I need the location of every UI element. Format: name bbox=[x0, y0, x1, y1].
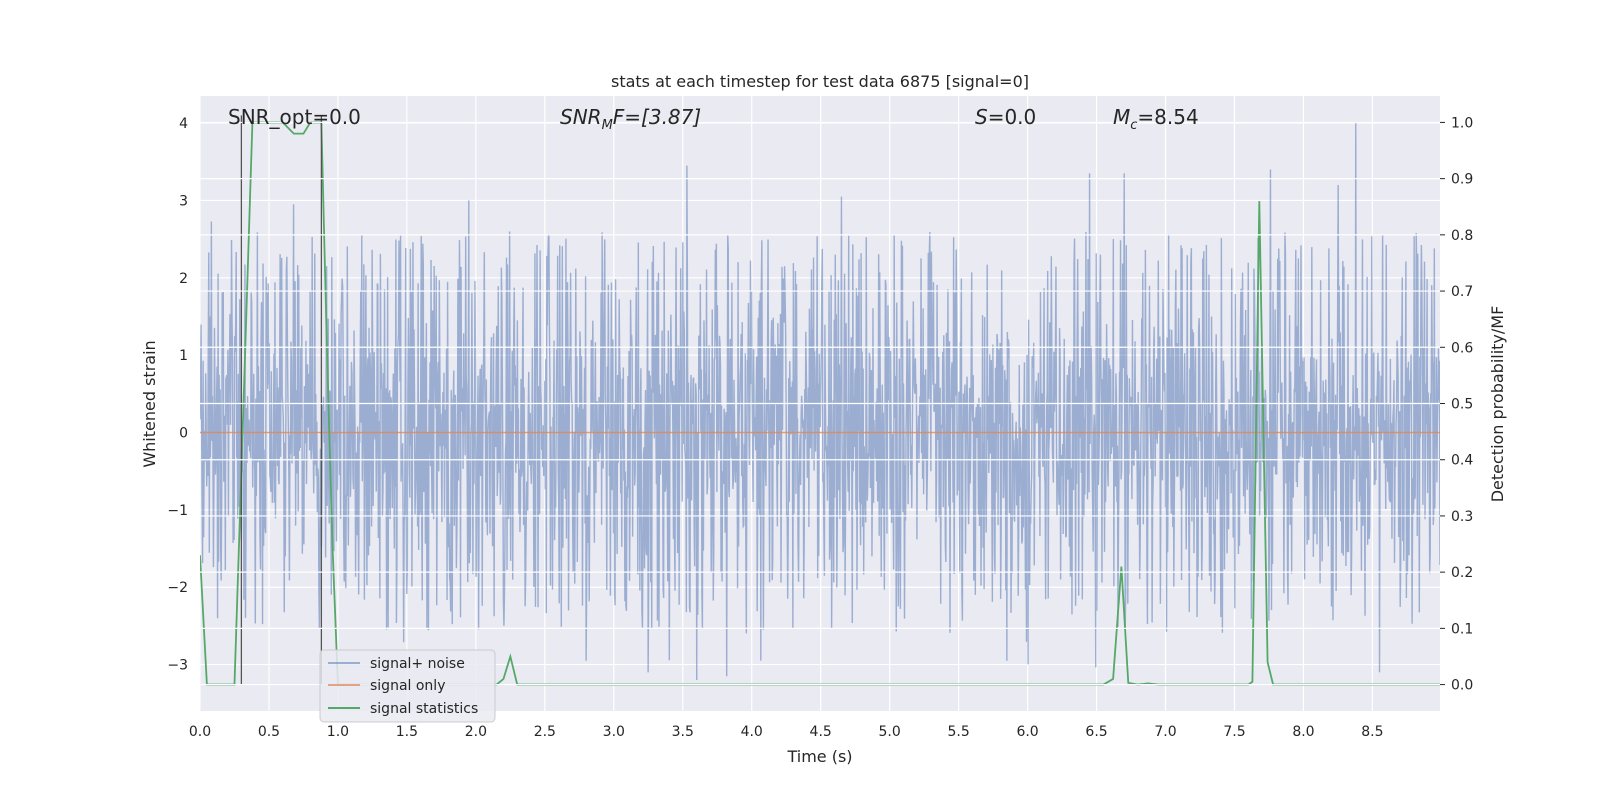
right-tick-labels: 1.0 0.9 0.8 0.7 0.6 0.5 0.4 0.3 0.2 0.1 0.0 bbox=[1440, 115, 1473, 694]
legend-box bbox=[319, 649, 496, 723]
x-tick-label: 0.0 bbox=[189, 724, 211, 740]
x-tick-label: 3.0 bbox=[603, 724, 625, 740]
y-right-tick-label: 0.1 bbox=[1451, 621, 1473, 637]
x-tick-label: 5.5 bbox=[947, 724, 969, 740]
y-right-tick-label: 1.0 bbox=[1451, 115, 1473, 131]
chart-title: stats at each timestep for test data 687… bbox=[611, 72, 1029, 91]
series-signal-noise-line bbox=[200, 123, 1440, 681]
mc-sub: c bbox=[1130, 118, 1137, 133]
x-tick-label: 1.5 bbox=[396, 724, 418, 740]
x-tick-label: 0.5 bbox=[258, 724, 280, 740]
y-right-tick-label: 0.6 bbox=[1451, 340, 1473, 356]
y-left-tick-label: 2 bbox=[179, 271, 188, 287]
snr-mf-main: SNR bbox=[560, 105, 602, 129]
y-right-tick-label: 0.8 bbox=[1451, 228, 1473, 244]
y-right-tick-label: 0.0 bbox=[1451, 678, 1473, 694]
y-axis-right-label: Detection probability/MF bbox=[1488, 306, 1507, 503]
x-tick-label: 3.5 bbox=[672, 724, 694, 740]
x-tick-label: 7.0 bbox=[1154, 724, 1176, 740]
y-left-tick-label: 0 bbox=[179, 426, 188, 442]
y-left-tick-label: 4 bbox=[179, 116, 188, 132]
left-tick-labels: 4 3 2 1 0 −1 −2 −3 bbox=[167, 116, 188, 674]
x-tick-label: 6.5 bbox=[1085, 724, 1107, 740]
y-left-tick-label: 1 bbox=[179, 348, 188, 364]
x-tick-label: 5.0 bbox=[879, 724, 901, 740]
annotation-s: S=0.0 bbox=[975, 105, 1036, 129]
y-right-tick-label: 0.2 bbox=[1451, 565, 1473, 581]
x-tick-label: 8.5 bbox=[1361, 724, 1383, 740]
x-tick-labels: 0.0 0.5 1.0 1.5 2.0 2.5 3.0 3.5 4.0 4.5 5.0 5.5 6.0 6… bbox=[189, 724, 1384, 740]
y-right-tick-label: 0.9 bbox=[1451, 172, 1473, 188]
annotation-snr-mf: SNRMF=[3.87] bbox=[560, 105, 701, 133]
y-right-tick-label: 0.5 bbox=[1451, 397, 1473, 413]
s-label: S bbox=[975, 105, 988, 129]
snr-mf-sub: M bbox=[602, 118, 613, 133]
y-right-tick-label: 0.3 bbox=[1451, 509, 1473, 525]
annotation-mc: Mc=8.54 bbox=[1113, 105, 1199, 133]
y-right-tick-label: 0.7 bbox=[1451, 284, 1473, 300]
mc-value: =8.54 bbox=[1137, 105, 1198, 129]
y-right-tick-label: 0.4 bbox=[1451, 453, 1473, 469]
x-axis-label: Time (s) bbox=[786, 747, 852, 766]
x-tick-label: 2.0 bbox=[465, 724, 487, 740]
x-tick-label: 2.5 bbox=[534, 724, 556, 740]
s-value: =0.0 bbox=[988, 105, 1037, 129]
x-tick-label: 4.0 bbox=[741, 724, 763, 740]
legend: signal+ noise signal only signal statist… bbox=[319, 649, 496, 723]
x-tick-label: 1.0 bbox=[327, 724, 349, 740]
right-axis-gridlines bbox=[200, 121, 1440, 686]
x-tick-label: 4.5 bbox=[810, 724, 832, 740]
legend-label-noise: signal+ noise bbox=[370, 656, 465, 672]
y-axis-left-label: Whitened strain bbox=[140, 340, 159, 467]
y-left-tick-label: −3 bbox=[167, 658, 188, 674]
legend-label-signal: signal only bbox=[370, 678, 445, 694]
y-left-tick-label: 3 bbox=[179, 193, 188, 209]
x-tick-label: 7.5 bbox=[1223, 724, 1245, 740]
x-tick-label: 6.0 bbox=[1016, 724, 1038, 740]
legend-label-stats: signal statistics bbox=[370, 701, 478, 717]
snr-mf-rest: F=[3.87] bbox=[613, 105, 701, 129]
y-left-tick-label: −1 bbox=[167, 503, 188, 519]
mc-label: M bbox=[1113, 105, 1130, 129]
annotation-snr-opt: SNR_opt=0.0 bbox=[228, 105, 361, 129]
y-left-tick-label: −2 bbox=[167, 580, 188, 596]
x-tick-label: 8.0 bbox=[1292, 724, 1314, 740]
